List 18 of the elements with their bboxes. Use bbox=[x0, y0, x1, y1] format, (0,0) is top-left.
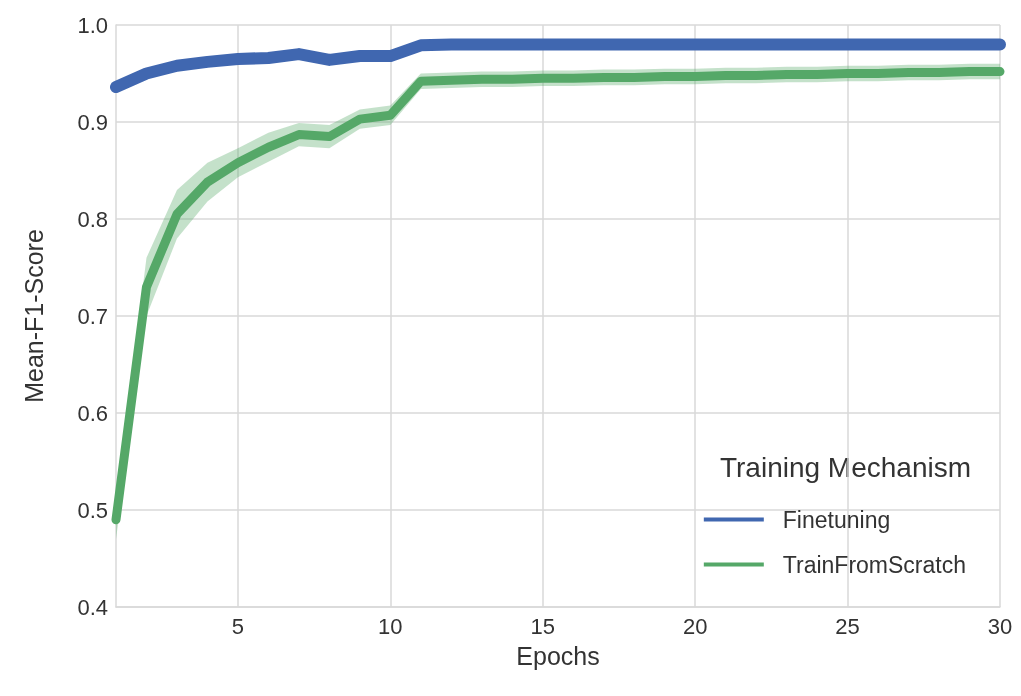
x-tick-label: 10 bbox=[378, 613, 403, 639]
y-tick-label: 0.6 bbox=[77, 400, 108, 426]
x-axis-title: Epochs bbox=[516, 641, 600, 670]
y-tick-label: 0.5 bbox=[77, 497, 108, 523]
legend-label: TrainFromScratch bbox=[782, 551, 967, 578]
x-tick-label: 15 bbox=[530, 613, 555, 639]
y-tick-label: 0.4 bbox=[77, 594, 108, 620]
x-tick-label: 5 bbox=[231, 613, 245, 639]
y-tick-label: 1.0 bbox=[77, 12, 108, 38]
y-tick-label: 0.8 bbox=[77, 206, 108, 232]
x-tick-label: 20 bbox=[682, 613, 708, 639]
legend-label: Finetuning bbox=[782, 506, 891, 533]
y-axis-title: Mean-F1-Score bbox=[19, 229, 48, 403]
x-tick-label: 25 bbox=[835, 613, 860, 639]
y-tick-label: 0.9 bbox=[77, 109, 108, 135]
x-tick-label: 30 bbox=[987, 613, 1013, 639]
legend-title: Training Mechanism bbox=[719, 451, 972, 483]
y-tick-label: 0.7 bbox=[77, 303, 108, 329]
